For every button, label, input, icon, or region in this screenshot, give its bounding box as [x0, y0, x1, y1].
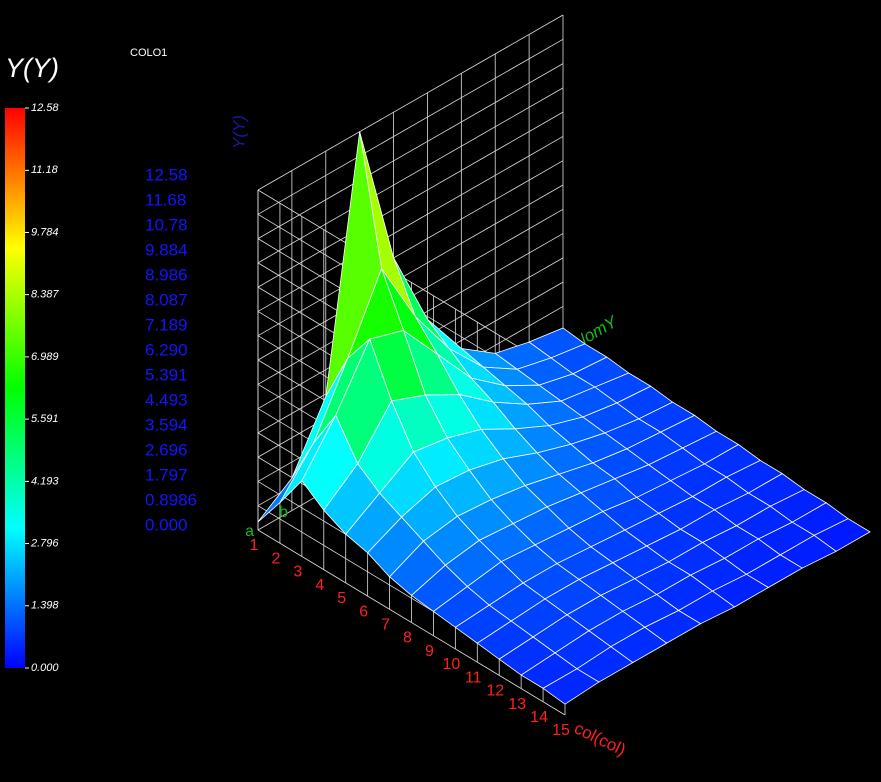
x-tick-label: 3: [293, 564, 302, 581]
colorbar-tick-label: 12.58: [31, 102, 59, 114]
x-tick-label: 15: [552, 722, 570, 739]
z-tick-label: 1.797: [145, 465, 188, 484]
colorbar-tick-label: 5.591: [31, 413, 59, 425]
z-axis-label: Y(Y): [229, 115, 248, 149]
colorbar-tick-label: 11.18: [31, 164, 59, 176]
x-tick-label: 1: [250, 537, 259, 554]
colorbar-tick-label: 2.796: [30, 537, 59, 549]
surface-cell: [542, 668, 600, 705]
x-tick-label: 11: [465, 669, 482, 686]
grid-line: [257, 87, 564, 264]
grid-line: [257, 184, 564, 361]
x-tick-label: 4: [315, 577, 324, 594]
x-tick-label: 6: [359, 603, 368, 620]
colorbar-tick-label: 1.398: [31, 600, 59, 612]
z-tick-label: 10.78: [145, 215, 188, 234]
x-tick-label: 5: [337, 590, 346, 607]
x-tick-label: 9: [425, 643, 434, 660]
colorbar-tick-label: 0.000: [31, 662, 59, 674]
x-tick-label: 7: [381, 617, 390, 634]
x-axis-label: col(col): [571, 719, 629, 760]
colorbar-tick-label: 4.193: [31, 475, 59, 487]
x-tick-label: 12: [486, 683, 504, 700]
z-tick-label: 7.189: [145, 315, 188, 334]
colorbar-title: Y(Y): [5, 53, 59, 83]
grid-line: [257, 38, 564, 215]
z-tick-label: 8.986: [145, 265, 188, 284]
z-tick-label: 6.290: [145, 340, 188, 359]
x-tick-label: 2: [271, 550, 280, 567]
grid-line: [257, 111, 564, 288]
colorbar-tick-label: 8.387: [31, 289, 59, 301]
z-tick-label: 3.594: [145, 415, 188, 434]
colorbar-tick-label: 6.989: [31, 351, 59, 363]
grid-line: [257, 14, 564, 191]
x-tick-label: 10: [442, 656, 460, 673]
grid-line: [257, 160, 564, 337]
z-tick-label: 8.087: [145, 290, 188, 309]
y-tick-label: a: [245, 523, 254, 540]
colorbar-tick-label: 9.784: [31, 226, 59, 238]
z-tick-label: 4.493: [145, 390, 188, 409]
x-tick-label: 14: [530, 709, 548, 726]
z-tick-label: 2.696: [145, 440, 188, 459]
grid-line: [257, 63, 564, 239]
y-tick-label: b: [279, 504, 288, 521]
z-tick-label: 11.68: [145, 190, 186, 209]
grid-line: [257, 136, 564, 312]
chart-title: COLO1: [130, 47, 167, 59]
colorbar: [5, 108, 25, 668]
z-tick-label: 0.8986: [145, 490, 197, 509]
x-tick-label: 13: [508, 696, 526, 713]
z-tick-label: 0.000: [145, 515, 188, 534]
z-tick-label: 5.391: [145, 365, 188, 384]
z-tick-label: 12.58: [145, 165, 188, 184]
x-tick-label: 8: [403, 630, 412, 647]
z-tick-label: 9.884: [145, 240, 188, 259]
